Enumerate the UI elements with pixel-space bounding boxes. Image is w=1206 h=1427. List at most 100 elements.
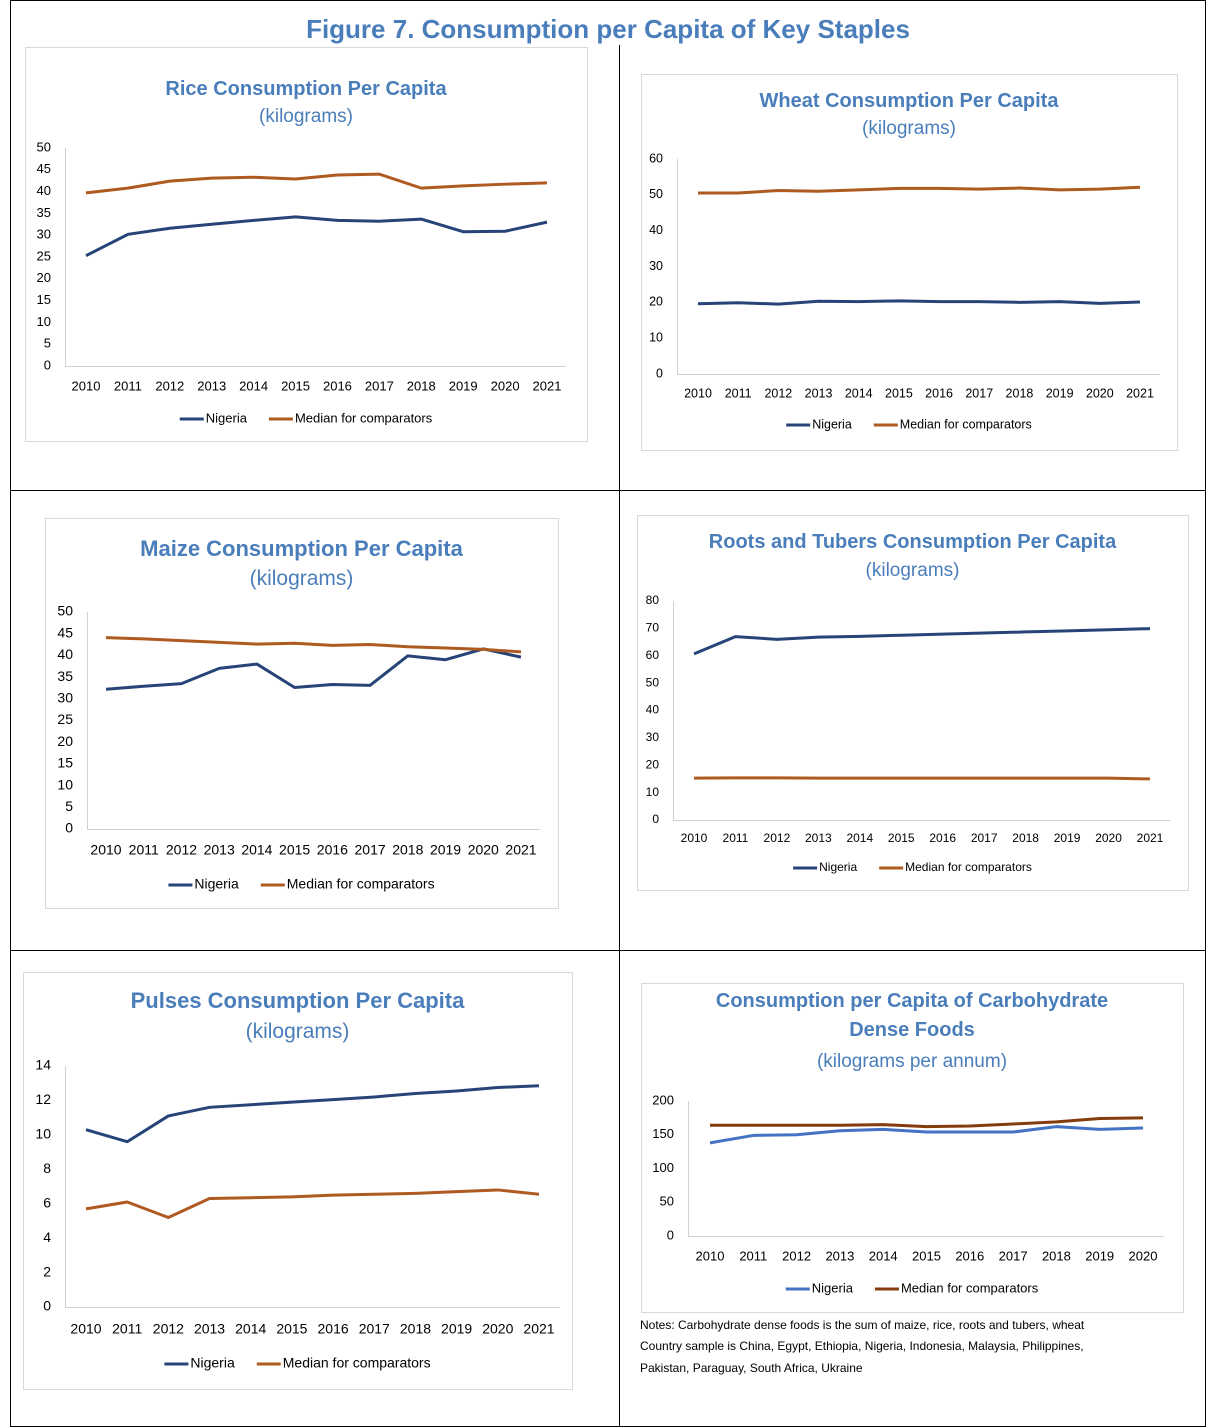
- x-tick-label: 2010: [684, 386, 712, 400]
- x-tick-label: 2020: [491, 378, 520, 393]
- chart-subtitle: (kilograms): [865, 560, 960, 581]
- x-tick-label: 2012: [764, 831, 791, 845]
- x-tick-label: 2013: [194, 1321, 225, 1337]
- y-tick-label: 40: [646, 703, 660, 717]
- x-tick-label: 2021: [523, 1321, 554, 1337]
- legend-label: Median for comparators: [287, 876, 435, 892]
- x-tick-label: 2010: [696, 1248, 725, 1263]
- y-tick-label: 60: [649, 151, 663, 165]
- x-tick-label: 2013: [204, 842, 235, 858]
- x-tick-label: 2011: [112, 1321, 142, 1337]
- x-tick-label: 2013: [197, 378, 226, 393]
- legend-label: Nigeria: [194, 876, 239, 892]
- x-tick-label: 2020: [482, 1321, 513, 1337]
- series-line: [710, 1116, 1144, 1129]
- chart-panel: [25, 47, 588, 442]
- y-tick-label: 30: [37, 227, 51, 242]
- y-tick-label: 0: [656, 366, 663, 380]
- chart-panel: [23, 972, 573, 1390]
- y-tick-label: 0: [652, 812, 659, 826]
- series-line: [697, 299, 1141, 306]
- y-tick-label: 35: [57, 668, 73, 684]
- x-tick-label: 2015: [279, 842, 310, 858]
- x-tick-label: 2020: [468, 842, 499, 858]
- chart-panel: [641, 983, 1184, 1313]
- x-tick-label: 2019: [1085, 1248, 1114, 1263]
- x-tick-label: 2019: [449, 378, 478, 393]
- chart-panel: [637, 515, 1189, 891]
- y-tick-label: 12: [35, 1091, 51, 1107]
- x-tick-label: 2019: [441, 1321, 472, 1337]
- chart-title: Pulses Consumption Per Capita: [130, 987, 465, 1013]
- x-tick-label: 2018: [1012, 831, 1039, 845]
- legend-label: Nigeria: [206, 410, 248, 425]
- x-tick-label: 2014: [239, 378, 268, 393]
- chart-title: Roots and Tubers Consumption Per Capita: [708, 530, 1117, 553]
- x-tick-label: 2021: [1126, 386, 1154, 400]
- y-tick-label: 15: [37, 292, 51, 307]
- x-tick-label: 2018: [407, 378, 436, 393]
- y-tick-label: 45: [57, 624, 73, 640]
- x-tick-label: 2012: [153, 1321, 184, 1337]
- y-tick-label: 200: [652, 1092, 674, 1107]
- x-tick-label: 2017: [965, 386, 993, 400]
- x-tick-label: 2017: [971, 831, 998, 845]
- chart-title: Maize Consumption Per Capita: [140, 535, 463, 561]
- outer-border: [10, 0, 1206, 1427]
- y-tick-label: 10: [35, 1126, 51, 1142]
- x-tick-label: 2015: [276, 1321, 307, 1337]
- x-tick-label: 2015: [885, 386, 913, 400]
- series-line: [85, 172, 548, 195]
- x-tick-label: 2010: [681, 831, 708, 845]
- chart-title: Consumption per Capita of Carbohydrate D…: [715, 990, 1109, 1041]
- x-tick-label: 2012: [782, 1248, 811, 1263]
- x-tick-label: 2011: [739, 1248, 767, 1263]
- x-tick-label: 2013: [805, 831, 832, 845]
- y-tick-label: 5: [65, 798, 73, 814]
- x-tick-label: 2014: [869, 1248, 898, 1263]
- y-tick-label: 150: [652, 1126, 674, 1141]
- legend-label: Median for comparators: [295, 410, 433, 425]
- y-tick-label: 8: [43, 1160, 51, 1176]
- x-tick-label: 2010: [70, 1321, 101, 1337]
- y-tick-label: 0: [65, 820, 73, 836]
- x-tick-label: 2014: [845, 386, 873, 400]
- x-tick-label: 2012: [764, 386, 792, 400]
- y-tick-label: 20: [646, 757, 660, 771]
- chart-title: Rice Consumption Per Capita: [165, 77, 447, 100]
- series-line: [105, 647, 522, 691]
- x-tick-label: 2014: [235, 1321, 266, 1337]
- y-tick-label: 40: [57, 646, 73, 662]
- y-tick-label: 40: [37, 183, 51, 198]
- y-tick-label: 10: [57, 776, 73, 792]
- chart-subtitle: (kilograms): [259, 106, 353, 127]
- x-tick-label: 2017: [359, 1321, 390, 1337]
- x-tick-label: 2014: [846, 831, 873, 845]
- y-tick-label: 0: [667, 1227, 674, 1242]
- y-tick-label: 14: [35, 1057, 51, 1073]
- x-tick-label: 2021: [1137, 831, 1164, 845]
- x-tick-label: 2011: [114, 378, 142, 393]
- legend-label: Nigeria: [819, 860, 857, 874]
- y-tick-label: 50: [646, 675, 660, 689]
- x-tick-label: 2019: [430, 842, 461, 858]
- series-line: [85, 1084, 540, 1144]
- legend-label: Median for comparators: [901, 1280, 1039, 1295]
- series-line: [698, 185, 1141, 195]
- x-tick-label: 2021: [505, 842, 536, 858]
- y-tick-label: 6: [43, 1194, 51, 1210]
- x-tick-label: 2015: [912, 1248, 941, 1263]
- chart-subtitle: (kilograms): [245, 1020, 350, 1043]
- x-tick-label: 2018: [1042, 1248, 1071, 1263]
- y-tick-label: 0: [43, 1298, 51, 1314]
- note: Notes: Carbohydrate dense foods is the s…: [640, 1318, 1085, 1332]
- legend-label: Median for comparators: [283, 1355, 431, 1371]
- y-tick-label: 45: [37, 161, 51, 176]
- legend-label: Median for comparators: [900, 417, 1032, 431]
- x-tick-label: 2017: [999, 1248, 1028, 1263]
- y-tick-label: 60: [646, 648, 660, 662]
- y-tick-label: 15: [57, 755, 73, 771]
- y-tick-label: 20: [37, 270, 51, 285]
- chart-subtitle: (kilograms): [249, 567, 354, 590]
